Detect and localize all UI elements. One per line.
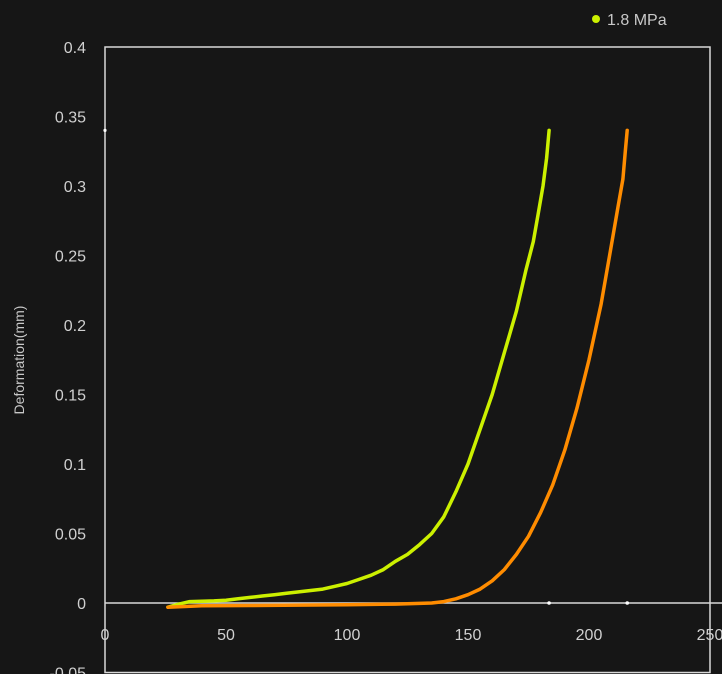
x-tick-label: 150 (455, 627, 482, 644)
y-tick-label: 0.25 (55, 249, 86, 266)
y-tick-label: 0.15 (55, 388, 86, 405)
y-tick-label: 0.2 (64, 318, 86, 335)
x-axis-marker-2 (625, 601, 630, 605)
x-tick-label: 250 (697, 627, 722, 644)
x-axis-marker-1 (547, 601, 551, 605)
legend-marker-1-8-mpa (592, 15, 600, 23)
endpoint-markers (103, 128, 630, 605)
series-lines (166, 128, 629, 609)
y-tick-label: -0.05 (50, 666, 87, 674)
plot-frame (104, 46, 711, 674)
y-tick-label: 0 (77, 596, 86, 613)
y-tick-label: 0.1 (64, 457, 86, 474)
plot-area (104, 46, 722, 674)
x-tick-label: 0 (101, 627, 110, 644)
y-axis-marker (103, 128, 107, 132)
legend: 1.8 MPa (592, 12, 667, 29)
x-tick-label: 100 (334, 627, 361, 644)
series-line-2 (166, 128, 629, 609)
x-axis-ticks: 0 50 100 150 200 250 (101, 627, 722, 644)
y-tick-label: 0.05 (55, 527, 86, 544)
y-axis-ticks: -0.05 0 0.05 0.1 0.15 0.2 0.25 0.3 0.35 0.4 (50, 40, 87, 674)
y-axis-label: Deformation(mm) (11, 306, 27, 415)
y-tick-label: 0.4 (64, 40, 86, 57)
x-tick-label: 50 (217, 627, 235, 644)
legend-label-1-8-mpa: 1.8 MPa (607, 12, 667, 29)
y-tick-label: 0.3 (64, 179, 86, 196)
series-line-1 (166, 128, 551, 609)
x-tick-label: 200 (576, 627, 603, 644)
y-tick-label: 0.35 (55, 110, 86, 127)
